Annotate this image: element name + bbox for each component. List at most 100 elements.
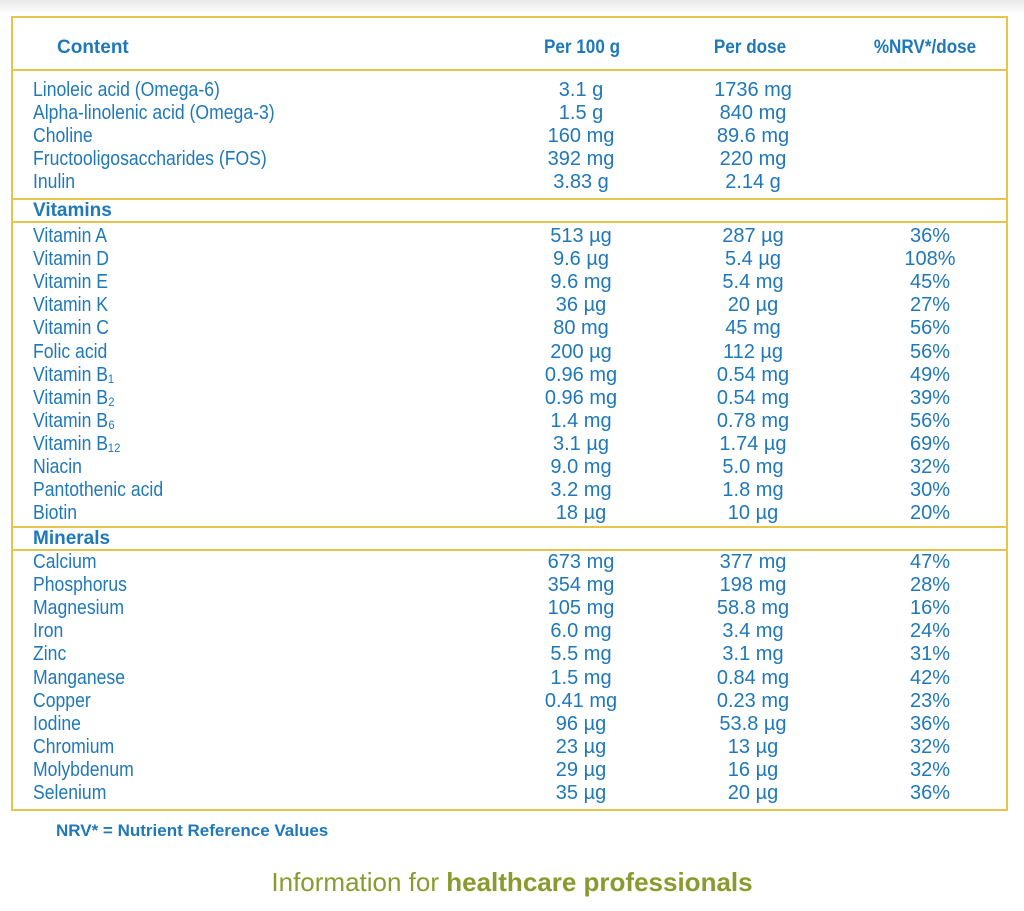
header-per-dose: Per dose: [713, 37, 787, 58]
value-per-dose: 3.4 mg: [722, 620, 784, 643]
value-nrv: 45%: [909, 271, 951, 294]
value-per-dose: 0.54 mg: [716, 363, 790, 386]
value-per-dose: 20 µg: [727, 294, 779, 317]
value-per-dose: 89.6 mg: [716, 125, 790, 148]
value-per-dose: 5.4 mg: [722, 271, 784, 294]
value-per-dose: 1736 mg: [714, 79, 792, 101]
header-per-100g: Per 100 g: [543, 37, 621, 58]
value-per-100g: 392 mg: [547, 148, 615, 171]
value-nrv: 36%: [909, 782, 951, 804]
table-row: Vitamin B₁₂ 3.1 µg 1.74 µg 69%: [13, 433, 1006, 456]
table-row: Biotin 18 µg 10 µg 20%: [13, 502, 1006, 525]
value-per-dose: 287 µg: [722, 225, 784, 247]
value-per-100g: 200 µg: [550, 340, 612, 363]
value-nrv: 36%: [909, 712, 951, 735]
table-row: Niacin 9.0 mg 5.0 mg 32%: [13, 456, 1006, 479]
value-per-100g: 673 mg: [547, 551, 615, 573]
value-nrv: 31%: [909, 643, 951, 666]
nutrient-name: Vitamin B₂: [33, 386, 115, 409]
vitamins-title: Vitamins: [33, 200, 112, 221]
nutrient-name: Selenium: [33, 782, 107, 804]
footnote: NRV* = Nutrient Reference Values: [56, 821, 329, 840]
nutrient-name: Zinc: [33, 643, 67, 666]
table-row: Vitamin D 9.6 µg 5.4 µg 108%: [13, 248, 1006, 271]
value-per-100g: 3.83 g: [553, 171, 609, 194]
header-nrv: %NRV*/dose: [873, 37, 977, 58]
table-row: Zinc 5.5 mg 3.1 mg 31%: [13, 643, 1006, 666]
table-row: Iron 6.0 mg 3.4 mg 24%: [13, 620, 1006, 643]
value-per-100g: 3.2 mg: [550, 479, 612, 502]
value-per-100g: 80 mg: [553, 317, 609, 340]
value-nrv: 23%: [909, 689, 951, 712]
table-row: Molybdenum 29 µg 16 µg 32%: [13, 759, 1006, 782]
top-shadow-band: [0, 0, 1024, 14]
value-per-dose: 5.0 mg: [722, 456, 784, 478]
value-per-100g: 1.4 mg: [550, 409, 612, 432]
value-per-dose: 53.8 µg: [719, 712, 787, 735]
nutrient-name: Folic acid: [33, 340, 108, 363]
value-nrv: 27%: [909, 294, 951, 317]
nutrient-name: Calcium: [33, 551, 97, 573]
value-per-dose: 3.1 mg: [722, 643, 784, 666]
value-nrv: 56%: [909, 340, 951, 363]
nutrient-name: Vitamin B₆: [33, 409, 116, 432]
table-header: Content Per 100 g Per dose %NRV*/dose: [13, 18, 1006, 71]
value-per-100g: 9.6 µg: [552, 248, 610, 271]
value-nrv: 24%: [909, 620, 951, 643]
value-nrv: 56%: [909, 317, 951, 340]
value-per-100g: 3.1 µg: [552, 432, 610, 455]
value-nrv: 32%: [909, 758, 951, 781]
table-row: Inulin 3.83 g 2.14 g: [13, 171, 1006, 194]
value-nrv: 30%: [909, 479, 951, 502]
value-per-dose: 2.14 g: [725, 171, 781, 194]
table-row: Phosphorus 354 mg 198 mg 28%: [13, 574, 1006, 597]
nutrient-name: Vitamin A: [33, 225, 108, 247]
value-nrv: 47%: [909, 551, 951, 573]
value-per-dose: 840 mg: [719, 102, 787, 125]
value-per-100g: 18 µg: [555, 502, 607, 525]
value-nrv: 39%: [909, 386, 951, 409]
value-nrv: 69%: [909, 432, 951, 455]
table-row: Vitamin B₂ 0.96 mg 0.54 mg 39%: [13, 387, 1006, 410]
nutrient-name: Iron: [33, 620, 64, 643]
value-per-100g: 3.1 g: [558, 79, 604, 101]
value-per-100g: 105 mg: [547, 597, 615, 620]
nutrient-name: Biotin: [33, 502, 78, 525]
value-nrv: 108%: [904, 248, 956, 271]
value-per-100g: 1.5 g: [558, 102, 604, 125]
nutrient-name: Vitamin D: [33, 248, 109, 271]
value-per-dose: 0.84 mg: [716, 666, 790, 689]
table-row: Vitamin C 80 mg 45 mg 56%: [13, 317, 1006, 340]
table-row: Copper 0.41 mg 0.23 mg 23%: [13, 690, 1006, 713]
value-nrv: 16%: [909, 597, 951, 620]
table-row: Vitamin E 9.6 mg 5.4 mg 45%: [13, 271, 1006, 294]
value-nrv: 32%: [909, 735, 951, 758]
table-row: Vitamin B₆ 1.4 mg 0.78 mg 56%: [13, 410, 1006, 433]
value-nrv: 32%: [909, 456, 951, 478]
value-nrv: 56%: [909, 409, 951, 432]
table-row: Magnesium 105 mg 58.8 mg 16%: [13, 597, 1006, 620]
nutrient-name: Iodine: [33, 712, 81, 735]
nutrient-name: Copper: [33, 689, 91, 712]
nutrient-name: Magnesium: [33, 597, 124, 620]
nutrition-table: Content Per 100 g Per dose %NRV*/dose Li…: [11, 16, 1008, 811]
value-per-dose: 0.78 mg: [716, 409, 790, 432]
nutrient-name: Niacin: [33, 456, 82, 478]
table-row: Fructooligosaccharides (FOS) 392 mg 220 mg: [13, 148, 1006, 171]
table-row: Vitamin K 36 µg 20 µg 27%: [13, 294, 1006, 317]
header-content: Content: [57, 37, 129, 58]
value-per-100g: 0.41 mg: [544, 689, 618, 712]
value-per-dose: 20 µg: [727, 782, 779, 804]
value-per-dose: 0.54 mg: [716, 386, 790, 409]
value-per-dose: 377 mg: [719, 551, 787, 573]
table-row: Alpha-linolenic acid (Omega-3) 1.5 g 840 m…: [13, 102, 1006, 125]
value-per-100g: 23 µg: [555, 735, 607, 758]
value-per-dose: 112 µg: [722, 340, 784, 363]
table-row: Folic acid 200 µg 112 µg 56%: [13, 341, 1006, 364]
tagline-light: Information for: [271, 867, 447, 897]
value-per-100g: 513 µg: [550, 225, 612, 247]
nutrient-name: Manganese: [33, 666, 125, 689]
value-per-dose: 10 µg: [727, 502, 779, 525]
value-per-dose: 0.23 mg: [716, 689, 790, 712]
table-row: Calcium 673 mg 377 mg 47%: [13, 551, 1006, 574]
